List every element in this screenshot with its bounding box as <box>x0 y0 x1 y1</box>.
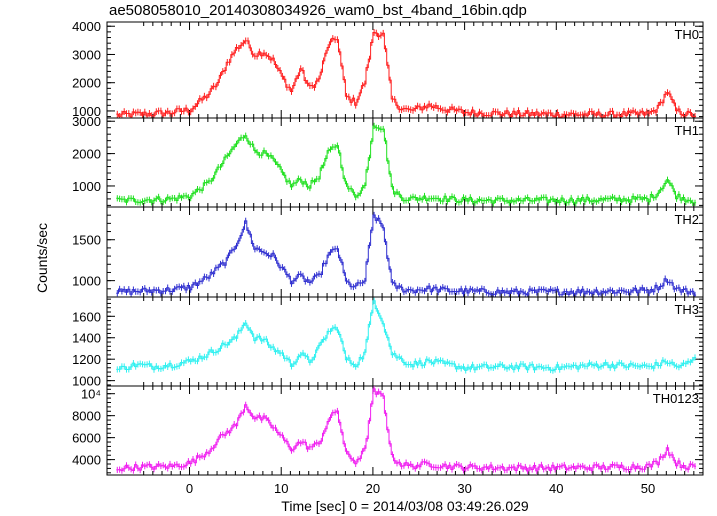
y-tick-label: 1000 <box>72 104 101 119</box>
series-error-bars <box>116 29 696 118</box>
panel-frame <box>106 385 704 476</box>
series-line <box>116 32 697 119</box>
y-tick-label: 1500 <box>72 233 101 248</box>
panel-label: TH2 <box>674 212 699 227</box>
series-error-bars <box>116 386 696 475</box>
y-tick-label: 1000 <box>72 179 101 194</box>
series-error-bars <box>116 122 696 207</box>
panel-frame <box>106 296 704 387</box>
y-tick-label: 1200 <box>72 352 101 367</box>
y-tick-label: 2000 <box>72 76 101 91</box>
panel-th0: 1000 2000 3000 4000 TH0 <box>72 19 704 119</box>
y-tick-label: 1400 <box>72 331 101 346</box>
panel-th0123: 4000 6000 8000 10⁴ TH0123 <box>72 385 704 476</box>
y-tick-label: 2000 <box>72 147 101 162</box>
y-tick-label: 1600 <box>72 309 101 324</box>
y-tick-label: 10⁴ <box>81 387 101 402</box>
y-tick-label: 4000 <box>72 453 101 468</box>
y-tick-label: 1000 <box>72 274 101 289</box>
panel-label: TH0123 <box>653 391 699 406</box>
y-tick-label: 1000 <box>72 374 101 389</box>
x-tick-label: 0 <box>186 481 193 496</box>
series-error-bars <box>116 211 696 297</box>
chart-title: ae508058010_20140308034926_wam0_bst_4ban… <box>109 2 527 19</box>
y-tick-label: 6000 <box>72 431 101 446</box>
series-line <box>116 125 697 204</box>
x-tick-label: 40 <box>549 481 563 496</box>
panel-frame <box>106 117 704 208</box>
x-tick-label: 10 <box>274 481 288 496</box>
panel-th1: 1000 2000 3000 TH1 <box>72 114 704 208</box>
panel-th3: 1000 1200 1400 1600 TH3 <box>72 296 704 389</box>
panel-label: TH1 <box>674 123 699 138</box>
x-tick-label: 20 <box>366 481 380 496</box>
y-tick-label: 3000 <box>72 47 101 62</box>
chart-panels: 1000 2000 3000 4000 TH0 1000 2000 3000 TH1 1000 15… <box>72 19 704 496</box>
y-tick-label: 4000 <box>72 19 101 34</box>
y-axis-label: Counts/sec <box>34 223 50 293</box>
x-axis-label: Time [sec] 0 = 2014/03/08 03:49:26.029 <box>281 498 529 514</box>
panel-th2: 1000 1500 TH2 <box>72 206 704 298</box>
panel-label: TH3 <box>674 302 699 317</box>
x-tick-label: 50 <box>641 481 655 496</box>
y-tick-label: 3000 <box>72 114 101 129</box>
series-error-bars <box>116 297 696 374</box>
y-tick-label: 8000 <box>72 409 101 424</box>
series-line <box>116 300 697 372</box>
series-line <box>116 388 697 472</box>
panel-label: TH0 <box>674 27 699 42</box>
series-line <box>116 214 697 296</box>
x-tick-label: 30 <box>457 481 471 496</box>
